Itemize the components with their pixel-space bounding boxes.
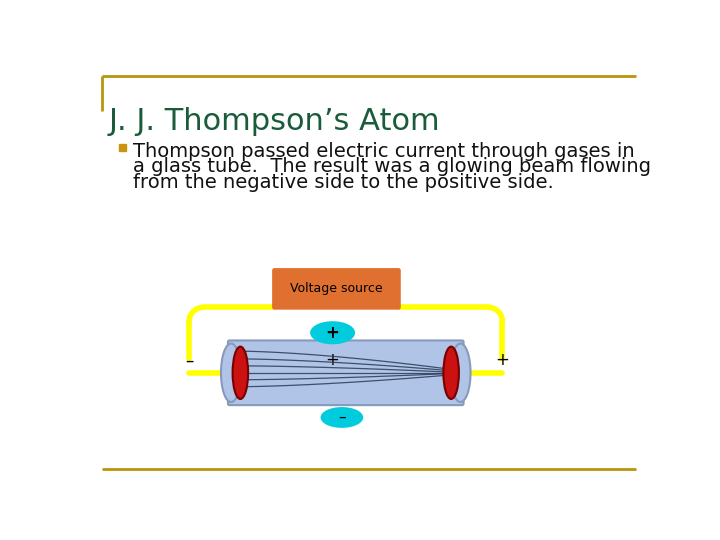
Text: Voltage source: Voltage source bbox=[290, 282, 383, 295]
FancyBboxPatch shape bbox=[228, 340, 464, 405]
Text: +: + bbox=[325, 324, 340, 342]
Text: +: + bbox=[325, 352, 340, 369]
Text: –: – bbox=[185, 352, 194, 369]
Ellipse shape bbox=[310, 321, 355, 345]
Text: a glass tube.  The result was a glowing beam flowing: a glass tube. The result was a glowing b… bbox=[133, 157, 652, 176]
Ellipse shape bbox=[444, 347, 459, 399]
Bar bbox=[120, 144, 127, 151]
Ellipse shape bbox=[451, 343, 471, 402]
FancyBboxPatch shape bbox=[272, 268, 401, 309]
Text: –: – bbox=[338, 410, 346, 425]
Text: from the negative side to the positive side.: from the negative side to the positive s… bbox=[133, 173, 554, 192]
Ellipse shape bbox=[320, 407, 363, 428]
Ellipse shape bbox=[233, 347, 248, 399]
Ellipse shape bbox=[221, 343, 241, 402]
Text: Thompson passed electric current through gases in: Thompson passed electric current through… bbox=[133, 142, 635, 161]
Text: +: + bbox=[495, 352, 509, 369]
Text: J. J. Thompson’s Atom: J. J. Thompson’s Atom bbox=[109, 107, 440, 136]
